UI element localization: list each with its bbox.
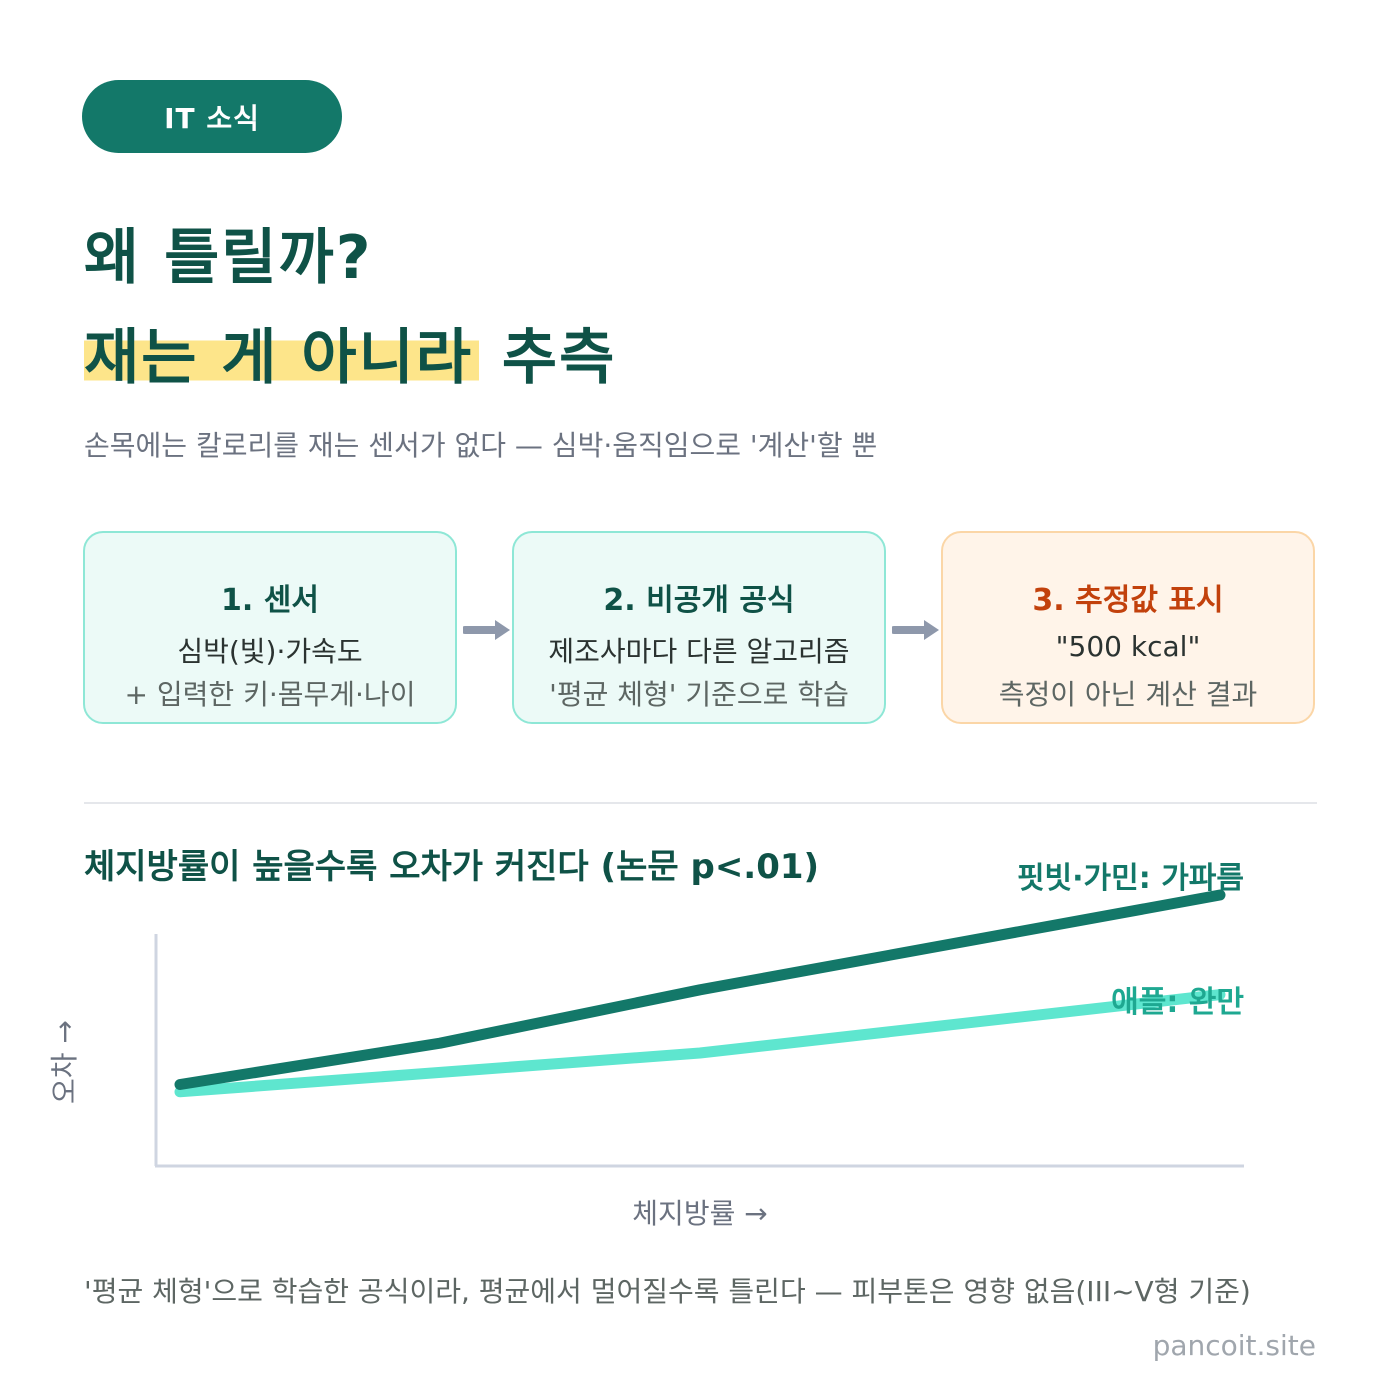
category-badge-label: IT 소식: [164, 101, 260, 135]
source-credit: pancoit.site: [1152, 1329, 1316, 1362]
headline-line1: 왜 틀릴까?: [84, 223, 373, 293]
headline-line2: 재는 게 아니라 추측: [84, 322, 616, 394]
headline-rest: 추측: [478, 323, 617, 393]
step-line2: + 입력한 키·몸무게·나이: [124, 678, 416, 711]
step-line1: "500 kcal": [1055, 630, 1201, 663]
x-axis-label: 체지방률 →: [632, 1197, 768, 1230]
step-card-estimate: 3. 추정값 표시 "500 kcal" 측정이 아닌 계산 결과: [941, 531, 1315, 724]
step-line1: 제조사마다 다른 알고리즘: [548, 635, 850, 668]
series-label-apple: 애플: 완만: [1111, 985, 1244, 1020]
arrow-right-icon: [892, 620, 939, 640]
step-line2: '평균 체형' 기준으로 학습: [549, 678, 849, 711]
step-card-formula: 2. 비공개 공식 제조사마다 다른 알고리즘 '평균 체형' 기준으로 학습: [512, 531, 886, 724]
series-line-0: [174, 889, 1226, 1090]
chart-title: 체지방률이 높을수록 오차가 커진다 (논문 p<.01): [84, 847, 820, 887]
series-label-fitbit-garmin: 핏빗·가민: 가파름: [1016, 861, 1244, 896]
category-badge: IT 소식: [82, 80, 342, 153]
y-axis-label: 오차 →: [48, 1020, 81, 1104]
step-title: 1. 센서: [221, 583, 319, 618]
step-line1: 심박(빛)·가속도: [177, 635, 363, 668]
footnote: '평균 체형'으로 학습한 공식이라, 평균에서 멀어질수록 틀린다 — 피부톤…: [84, 1275, 1251, 1308]
subtitle: 손목에는 칼로리를 재는 센서가 없다 — 심박·움직임으로 '계산'할 뿐: [84, 429, 878, 462]
step-line2: 측정이 아닌 계산 결과: [998, 678, 1258, 711]
step-title: 3. 추정값 표시: [1032, 583, 1224, 618]
section-divider: [84, 802, 1317, 804]
arrow-right-icon: [463, 620, 510, 640]
step-card-sensor: 1. 센서 심박(빛)·가속도 + 입력한 키·몸무게·나이: [83, 531, 457, 724]
step-title: 2. 비공개 공식: [603, 583, 795, 618]
series-line-1: [174, 989, 1226, 1098]
headline-highlight: 재는 게 아니라: [84, 323, 479, 393]
